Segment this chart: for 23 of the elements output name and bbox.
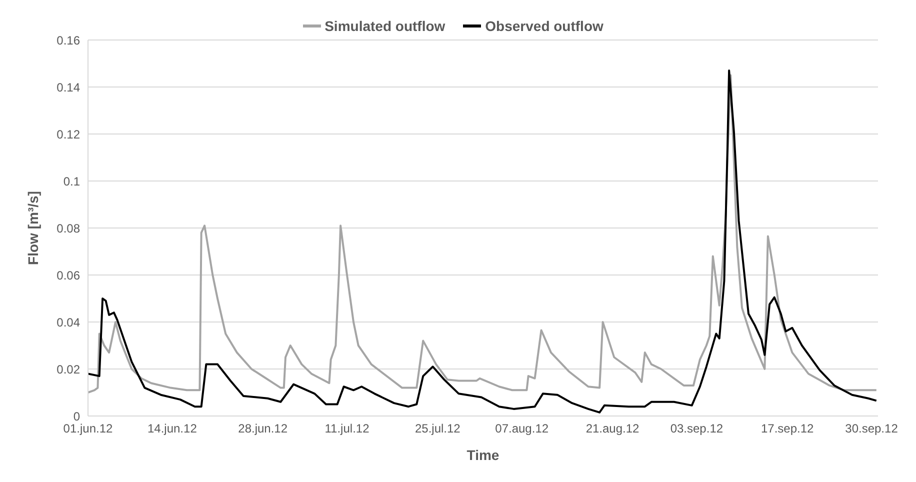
y-axis-title: Flow [m³/s] (25, 191, 41, 265)
x-tick-label: 03.sep.12 (670, 422, 724, 436)
x-tick-label: 28.jun.12 (238, 422, 288, 436)
x-axis-title: Time (466, 447, 500, 463)
x-tick-label: 11.jul.12 (324, 422, 370, 436)
y-tick-label: 0 (73, 409, 80, 424)
x-tick-label: 25.jul.12 (414, 422, 461, 436)
x-tick-label: 14.jun.12 (147, 422, 198, 436)
x-tick-label: 17.sep.12 (760, 422, 814, 436)
x-tick-label: 21.aug.12 (586, 422, 640, 436)
legend-label: Observed outflow (485, 18, 604, 34)
y-tick-label: 0.1 (63, 174, 80, 188)
y-tick-label: 0.02 (56, 362, 80, 376)
y-tick-label: 0.12 (56, 127, 80, 142)
y-tick-label: 0.08 (56, 221, 80, 236)
y-tick-label: 0.06 (56, 268, 80, 282)
y-tick-label: 0.04 (56, 315, 80, 330)
x-tick-label: 01.jun.12 (63, 422, 114, 436)
x-tick-label: 07.aug.12 (495, 422, 549, 436)
x-tick-label: 30.sep.12 (845, 422, 898, 436)
y-tick-label: 0.16 (56, 33, 80, 48)
legend-label: Simulated outflow (324, 18, 446, 34)
y-tick-label: 0.14 (56, 80, 80, 94)
